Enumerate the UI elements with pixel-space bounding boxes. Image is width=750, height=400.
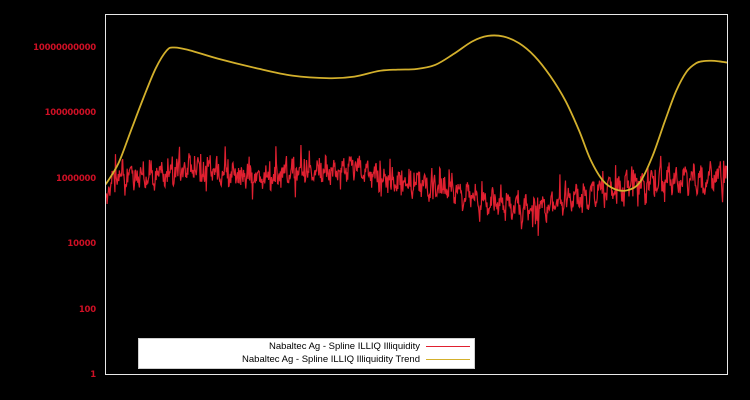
y-tick-label: 100 [78, 304, 96, 315]
plot-area [105, 14, 728, 375]
series-line-illiquidity-trend [106, 34, 727, 192]
legend-label-illiquidity: Nabaltec Ag - Spline ILLIQ Illiquidity [268, 341, 420, 352]
chart-legend: Nabaltec Ag - Spline ILLIQ Illiquidity N… [138, 338, 475, 369]
legend-swatch-illiquidity-trend [426, 359, 470, 360]
legend-label-illiquidity-trend: Nabaltec Ag - Spline ILLIQ Illiquidity T… [242, 354, 420, 365]
legend-entry-illiquidity: Nabaltec Ag - Spline ILLIQ Illiquidity [143, 340, 470, 353]
legend-swatch-illiquidity [426, 346, 470, 347]
y-axis: 10000000000 100000000 1000000 10000 100 1 [0, 0, 105, 400]
series-canvas [106, 34, 727, 236]
y-tick-label: 10000000000 [33, 43, 96, 54]
series-line-illiquidity [106, 145, 727, 236]
y-tick-label: 1000000 [55, 173, 96, 184]
legend-entry-illiquidity-trend: Nabaltec Ag - Spline ILLIQ Illiquidity T… [143, 353, 470, 366]
y-tick-label: 10000 [67, 239, 96, 250]
y-tick-label: 1 [90, 370, 96, 380]
y-tick-label: 100000000 [44, 108, 97, 119]
